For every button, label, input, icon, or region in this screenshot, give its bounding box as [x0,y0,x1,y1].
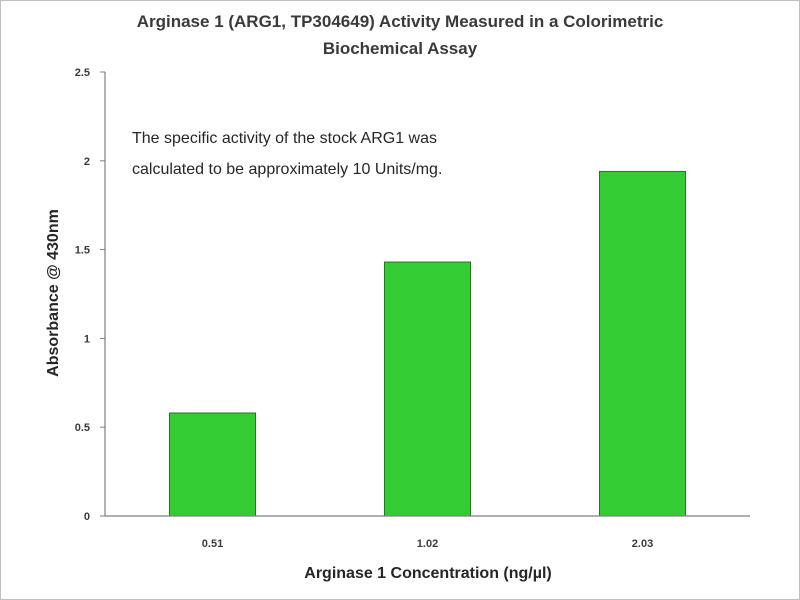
x-axis-title: Arginase 1 Concentration (ng/µl) [304,565,551,582]
bars [169,170,686,517]
x-tick-label: 2.03 [632,538,653,550]
chart-title-line-2: Biochemical Assay [323,39,478,58]
x-tick-label: 1.02 [417,538,438,550]
x-tick-label: 0.51 [202,538,223,550]
x-axis-ticks: 0.51 1.02 2.03 [202,538,653,550]
annotation-line-1: The specific activity of the stock ARG1 … [132,130,437,147]
y-tick-label: 2 [84,156,90,168]
y-tick-label: 1.5 [75,245,90,257]
y-axis-title: Absorbance @ 430nm [45,209,62,377]
bar-2.03 [599,170,686,517]
annotation-line-2: calculated to be approximately 10 Units/… [132,161,442,178]
bar-1.02 [384,261,471,517]
y-tick-label: 2.5 [75,67,90,79]
y-axis-ticks: 0 0.5 1 1.5 2 2.5 [75,67,105,523]
y-tick-label: 0.5 [75,422,90,434]
bar-0.51 [169,412,256,517]
y-tick-label: 1 [84,333,90,345]
y-tick-label: 0 [84,511,90,523]
chart-title-line-1: Arginase 1 (ARG1, TP304649) Activity Mea… [137,12,664,31]
